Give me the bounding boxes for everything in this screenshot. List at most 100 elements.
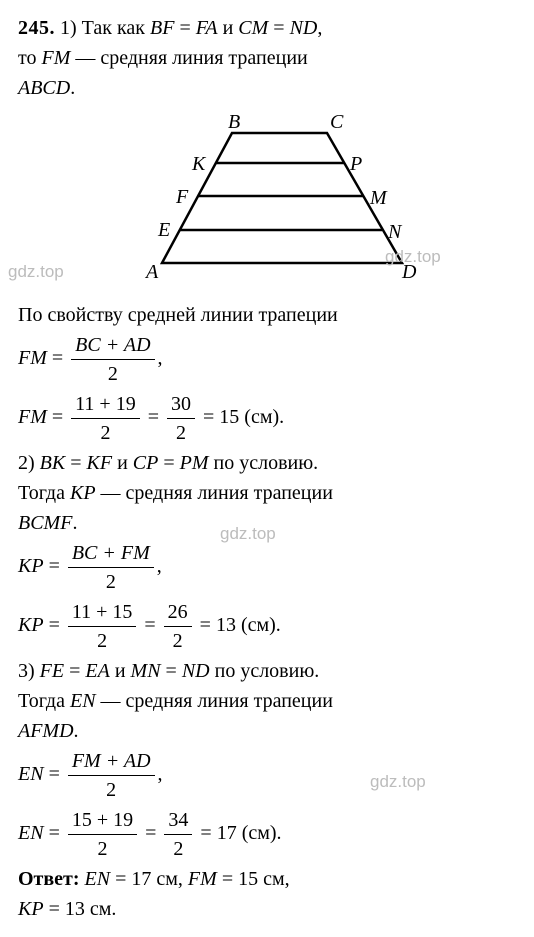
en-formula: EN = FM + AD 2 , (18, 747, 516, 804)
ans-en: EN (85, 868, 111, 890)
p3-line1: 3) FE = EA и MN = ND по условию. (18, 657, 516, 685)
p3e3: EN (70, 690, 96, 712)
en2: EN (18, 822, 44, 844)
p2-line2: Тогда KP — средняя линия трапеции (18, 479, 516, 507)
s1: = (174, 17, 195, 39)
lbl-B: B (228, 111, 240, 133)
p3-line2: Тогда EN — средняя линия трапеции (18, 687, 516, 715)
p3t2: по условию. (210, 660, 320, 682)
kp2-frac1: 11 + 15 2 (68, 598, 137, 655)
p1-num: 1) (60, 17, 77, 39)
e3: FM (41, 47, 70, 69)
kp2-val: 13 (216, 614, 236, 636)
fm2-frac2: 30 2 (167, 390, 195, 447)
p3e1b: EA (85, 660, 109, 682)
ans-fm: FM (188, 868, 217, 890)
fm2-unit: (см). (244, 406, 284, 428)
p1-line2: то FM — средняя линия трапеции (18, 44, 516, 72)
kp-num: BC + FM (68, 539, 154, 568)
lbl-M: M (369, 187, 388, 209)
ans-kp-val: = 13 см. (44, 898, 117, 920)
kp: KP (18, 555, 44, 577)
p3-line3: AFMD. (18, 717, 516, 745)
e1b: FA (196, 17, 218, 39)
kp-frac: BC + FM 2 (68, 539, 154, 596)
fm: FM (18, 347, 47, 369)
answer-line2: KP = 13 см. (18, 895, 516, 923)
e2a: CM (238, 17, 268, 39)
ans-kp: KP (18, 898, 44, 920)
p1-line1: 245. 1) Так как BF = FA и CM = ND, (18, 14, 516, 42)
p3t1: и (110, 660, 131, 682)
p2t1: и (112, 452, 133, 474)
en2-den2: 2 (164, 835, 192, 863)
fm2-frac1: 11 + 19 2 (71, 390, 140, 447)
p2t4: BCMF (18, 512, 72, 534)
p3e1a: FE (40, 660, 64, 682)
p3t3a: Тогда (18, 690, 70, 712)
p2-line1: 2) BK = KF и CP = PM по условию. (18, 449, 516, 477)
lbl-N: N (387, 221, 403, 243)
p3t3b: — средняя линия трапеции (96, 690, 333, 712)
en-frac: FM + AD 2 (68, 747, 155, 804)
p2e3: KP (70, 482, 96, 504)
kp2-den2: 2 (164, 627, 192, 655)
lbl-A: A (144, 261, 159, 283)
p1-line3: ABCD. (18, 74, 516, 102)
p2t2: по условию. (209, 452, 319, 474)
fm2-den: 2 (71, 419, 140, 447)
p2t3b: — средняя линия трапеции (96, 482, 333, 504)
p2-num: 2) (18, 452, 40, 474)
ans-fm-val: = 15 см, (217, 868, 290, 890)
fm2: FM (18, 406, 47, 428)
t2a: то (18, 47, 41, 69)
p2-line3: BCMF. (18, 509, 516, 537)
kp2-frac2: 26 2 (164, 598, 192, 655)
e2b: ND (290, 17, 318, 39)
kp-formula: KP = BC + FM 2 , (18, 539, 516, 596)
en2-frac2: 34 2 (164, 806, 192, 863)
p3t4: AFMD (18, 720, 74, 742)
kp2-unit: (см). (241, 614, 281, 636)
kp2-den: 2 (68, 627, 137, 655)
e1a: BF (150, 17, 174, 39)
p2t3a: Тогда (18, 482, 70, 504)
fm-comma: , (158, 347, 163, 369)
t1a: Так как (82, 17, 150, 39)
abcd: ABCD (18, 77, 70, 99)
en2-frac1: 15 + 19 2 (68, 806, 137, 863)
en-num: FM + AD (68, 747, 155, 776)
en2-den: 2 (68, 835, 137, 863)
t1c: , (317, 17, 322, 39)
kp2: KP (18, 614, 44, 636)
kp-comma: , (157, 555, 162, 577)
kp2-num2: 26 (164, 598, 192, 627)
en2-num2: 34 (164, 806, 192, 835)
fm2-num2: 30 (167, 390, 195, 419)
kp2-num: 11 + 15 (68, 598, 137, 627)
p3e2b: ND (182, 660, 210, 682)
answer-line1: Ответ: EN = 17 см, FM = 15 см, (18, 865, 516, 893)
p2dot: . (72, 512, 77, 534)
ans-label: Ответ: (18, 868, 80, 890)
en2-unit: (см). (242, 822, 282, 844)
prop-line: По свойству средней линии трапеции (18, 301, 516, 329)
p3e2a: MN (131, 660, 161, 682)
p2e1a: BK (40, 452, 66, 474)
p3dot: . (74, 720, 79, 742)
lbl-D: D (401, 261, 417, 283)
p2s1: = (65, 452, 86, 474)
trapezoid-diagram-wrap: B C K P F M E N A D (18, 108, 516, 291)
fm2-den2: 2 (167, 419, 195, 447)
p2s2: = (158, 452, 179, 474)
fm-frac: BC + AD 2 (71, 331, 154, 388)
trapezoid-diagram: B C K P F M E N A D (102, 108, 432, 283)
exercise-number: 245. (18, 17, 55, 39)
fm-num: BC + AD (71, 331, 154, 360)
dot1: . (70, 77, 75, 99)
t2b: — средняя линия трапеции (70, 47, 307, 69)
kp-calc: KP = 11 + 15 2 = 26 2 = 13 (см). (18, 598, 516, 655)
en-comma: , (158, 763, 163, 785)
fm-den: 2 (71, 360, 154, 388)
p3-num: 3) (18, 660, 40, 682)
